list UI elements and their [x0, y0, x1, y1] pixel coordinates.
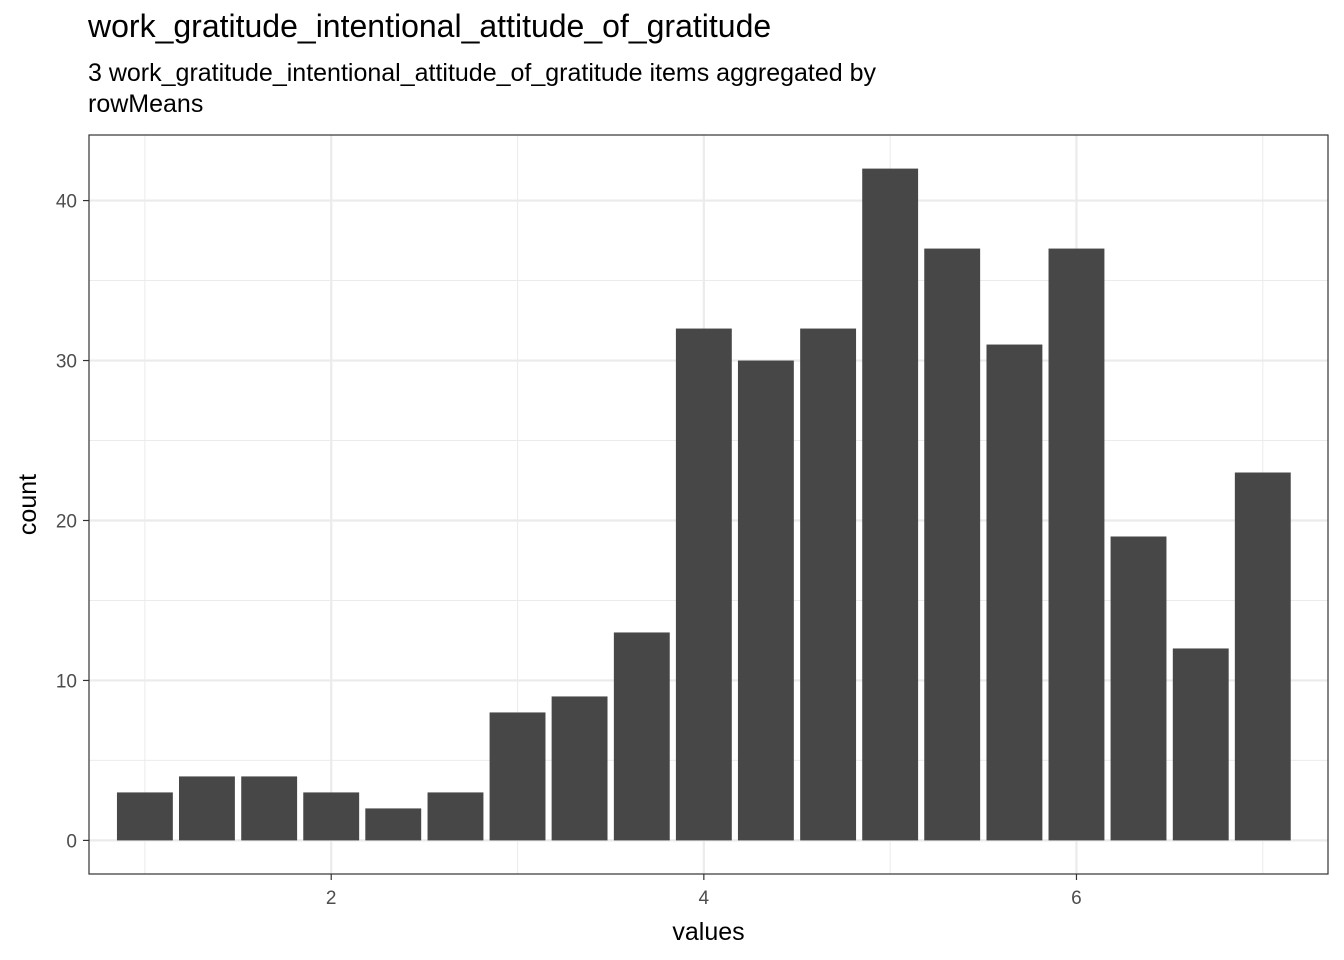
y-tick-label: 0 — [66, 831, 77, 852]
bar — [675, 328, 732, 841]
bar — [241, 776, 298, 841]
bar — [303, 792, 360, 841]
chart-subtitle: 3 work_gratitude_intentional_attitude_of… — [88, 58, 1088, 120]
chart-title: work_gratitude_intentional_attitude_of_g… — [88, 8, 772, 44]
bars — [116, 168, 1291, 841]
x-tick-label: 6 — [1071, 888, 1082, 909]
bar — [613, 632, 670, 841]
bar — [178, 776, 235, 841]
bar — [737, 360, 794, 841]
chart-subtitle-line-1: 3 work_gratitude_intentional_attitude_of… — [88, 59, 877, 87]
bar — [800, 328, 857, 841]
y-tick-label: 10 — [56, 671, 77, 692]
bar — [986, 344, 1043, 841]
bar — [489, 712, 546, 841]
bar — [1234, 472, 1291, 841]
panel-border — [88, 134, 1329, 875]
bar — [551, 696, 608, 841]
chart-subtitle-line-2: rowMeans — [88, 90, 204, 118]
bar — [116, 792, 173, 841]
y-tick-label: 40 — [56, 192, 77, 213]
x-tick-label: 4 — [699, 888, 710, 909]
y-tick-label: 20 — [56, 511, 77, 532]
bar — [427, 792, 484, 841]
bar — [1172, 648, 1229, 841]
x-axis: 2 4 6 — [326, 874, 1082, 909]
x-tick-label: 2 — [326, 888, 337, 909]
bar — [862, 168, 919, 841]
y-axis-title: count — [14, 474, 42, 535]
bar — [924, 248, 981, 841]
y-axis: 0 10 20 30 40 — [56, 192, 89, 852]
bar — [1048, 248, 1105, 841]
y-tick-label: 30 — [56, 352, 77, 373]
x-axis-title: values — [672, 918, 744, 946]
bar — [365, 808, 422, 841]
bar — [1110, 536, 1167, 841]
